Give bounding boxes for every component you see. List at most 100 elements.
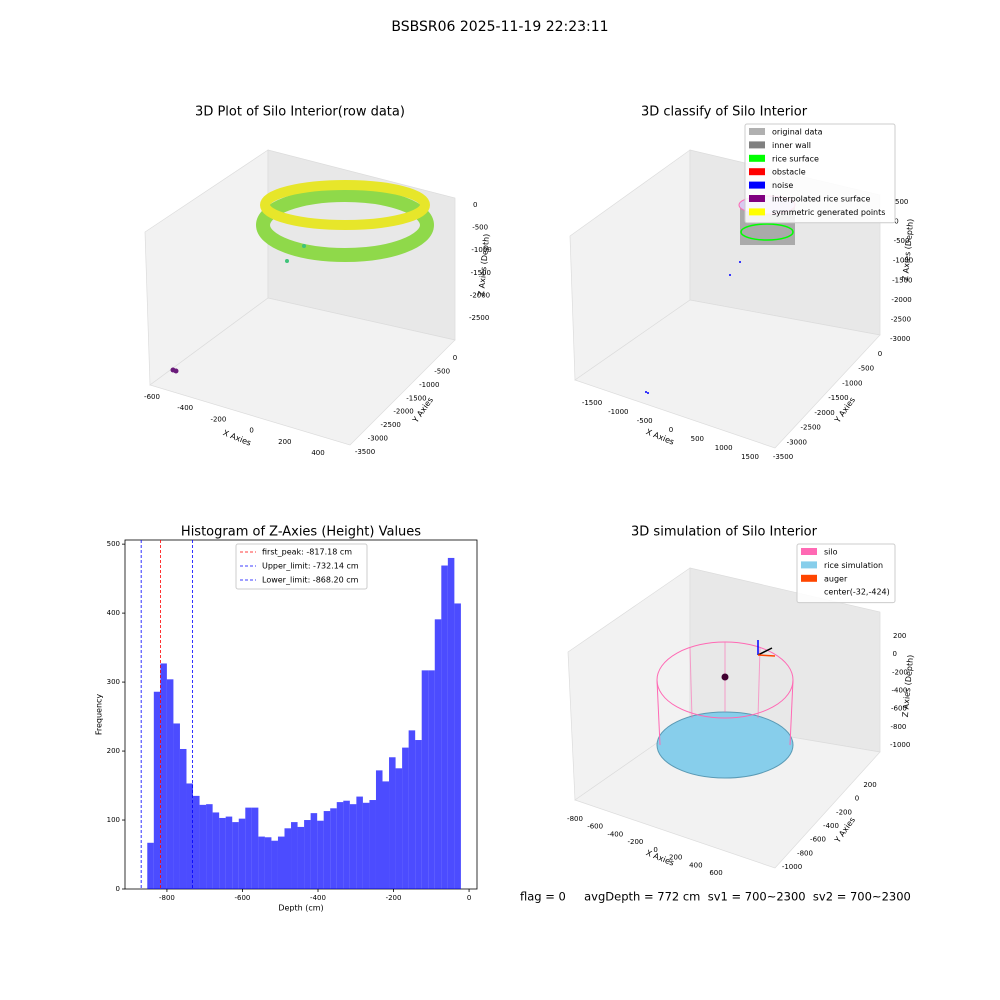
x-axis-label: Depth (cm) <box>278 904 323 913</box>
x-tick-label: -400 <box>310 894 326 902</box>
bar <box>232 822 239 889</box>
bar <box>310 813 318 889</box>
figure-title: BSBSR06 2025-11-19 22:23:11 <box>391 19 608 35</box>
y-tick-label: -2500 <box>801 424 821 432</box>
y-tick-label: -2000 <box>814 409 834 417</box>
legend-swatch <box>749 168 765 176</box>
legend-label: inner wall <box>772 141 811 150</box>
y-tick-label: 300 <box>107 678 120 686</box>
legend-label: silo <box>824 548 838 557</box>
x-tick-label: 1500 <box>741 453 759 461</box>
x-tick-label: 400 <box>311 449 324 457</box>
x-tick-label: 0 <box>653 846 657 854</box>
y-tick-label: -3500 <box>355 448 375 456</box>
legend-label: Upper_limit: -732.14 cm <box>262 562 359 571</box>
x-tick-label: -200 <box>386 894 402 902</box>
z-tick-label: -600 <box>891 705 907 713</box>
x-tick-label: -800 <box>159 894 175 902</box>
x-tick-label: -1500 <box>582 399 602 407</box>
legend-swatch <box>749 195 765 202</box>
legend-swatch <box>749 154 765 162</box>
x-tick-label: 0 <box>467 894 471 902</box>
bar <box>375 770 383 889</box>
z-tick-label: -1000 <box>893 257 913 265</box>
y-axis-label: Frequency <box>95 694 104 736</box>
legend-box <box>744 123 896 224</box>
legend-swatch <box>749 181 765 189</box>
z-tick-label: -2500 <box>891 315 911 323</box>
legend-label: rice simulation <box>824 561 883 570</box>
chart-title: Histogram of Z-Axies (Height) Values <box>181 525 421 540</box>
panes-4 <box>567 567 881 869</box>
legend-swatch <box>749 208 765 216</box>
bar <box>166 679 174 889</box>
y-tick-label: 0 <box>116 885 120 893</box>
bar <box>206 804 213 889</box>
legend-box <box>796 543 896 604</box>
legend-label: auger <box>824 574 848 583</box>
y-tick-label: 200 <box>107 747 120 755</box>
x-tick-label: 0 <box>249 427 253 435</box>
bar <box>356 796 363 889</box>
bar <box>219 817 226 889</box>
bar <box>173 723 180 889</box>
x-axis-label: X Axies <box>645 848 676 867</box>
y-axis-label: Y Axies <box>832 816 857 846</box>
bar <box>160 663 167 889</box>
z-tick-label: -200 <box>892 668 908 676</box>
z-tick-label: -400 <box>892 687 908 695</box>
bar <box>323 811 331 889</box>
bar <box>349 804 357 889</box>
x-axis-label: X Axies <box>222 428 253 447</box>
panes-2 <box>569 149 881 449</box>
bar <box>369 800 376 889</box>
y-tick-label: -3500 <box>773 453 793 461</box>
z-tick-label: -1000 <box>890 741 910 749</box>
bar <box>277 836 285 889</box>
point-cloud-1 <box>170 180 434 374</box>
bar <box>421 670 429 889</box>
x-tick-label: 200 <box>669 854 682 862</box>
bar <box>389 757 396 889</box>
y-tick-label: 0 <box>878 350 882 358</box>
y-tick-label: -400 <box>823 822 839 830</box>
x-tick-label: -200 <box>627 838 643 846</box>
bar <box>225 816 233 889</box>
x-tick-label: 600 <box>709 869 722 877</box>
z-tick-label: -2500 <box>469 314 489 322</box>
y-tick-label: 200 <box>863 781 876 789</box>
z-tick-label: -1000 <box>471 246 491 254</box>
x-tick-label: -200 <box>210 415 226 423</box>
legend-label: center(-32,-424) <box>824 588 890 597</box>
chart-title: 3D classify of Silo Interior <box>641 105 808 120</box>
y-tick-label: 400 <box>107 609 120 617</box>
bar <box>362 802 370 889</box>
y-tick-label: -3000 <box>787 438 807 446</box>
y-tick-label: -1500 <box>406 394 426 402</box>
bar <box>245 807 252 889</box>
bar <box>193 795 200 889</box>
bar <box>304 820 311 889</box>
legend-label: obstacle <box>772 168 806 177</box>
bar <box>153 691 161 889</box>
bar <box>199 804 207 889</box>
bar <box>428 670 435 889</box>
x-tick-label: -400 <box>607 830 623 838</box>
z-tick-label: 0 <box>894 218 898 226</box>
bar <box>271 840 278 889</box>
y-tick-label: -800 <box>797 849 813 857</box>
x-tick-label: -600 <box>144 393 160 401</box>
z-tick-label: -1500 <box>471 269 491 277</box>
legend-label: first_peak: -817.18 cm <box>262 548 352 557</box>
bar <box>284 828 292 889</box>
bar <box>382 781 390 889</box>
bar <box>147 842 154 889</box>
bar <box>395 768 403 889</box>
legend-label: rice surface <box>772 154 819 163</box>
bar <box>415 740 422 889</box>
bar <box>251 807 259 889</box>
x-tick-label: -600 <box>235 894 251 902</box>
y-tick-label: -500 <box>858 365 874 373</box>
bar <box>186 783 194 889</box>
legend-label: interpolated rice surface <box>772 195 870 204</box>
